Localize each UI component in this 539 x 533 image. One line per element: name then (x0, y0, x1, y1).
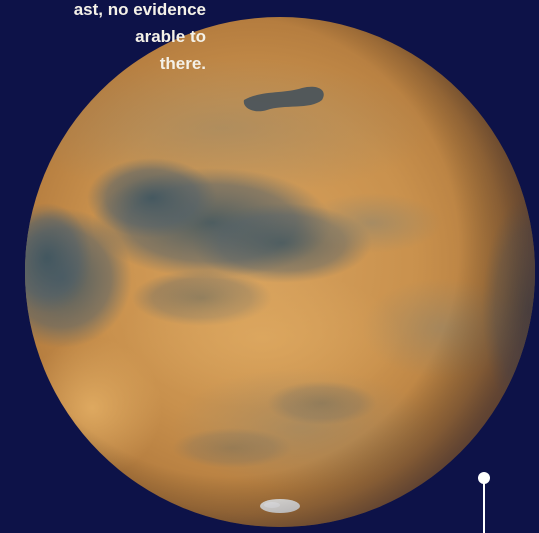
caption-line-1: ast, no evidence (73, 0, 206, 19)
mars-planet-image (25, 17, 535, 527)
caption-line-3: there. (159, 54, 206, 73)
limb-shading (25, 17, 535, 527)
caption-line-2: arable to (135, 27, 206, 46)
caption-text: ast, no evidence arable to there. (6, 0, 206, 77)
